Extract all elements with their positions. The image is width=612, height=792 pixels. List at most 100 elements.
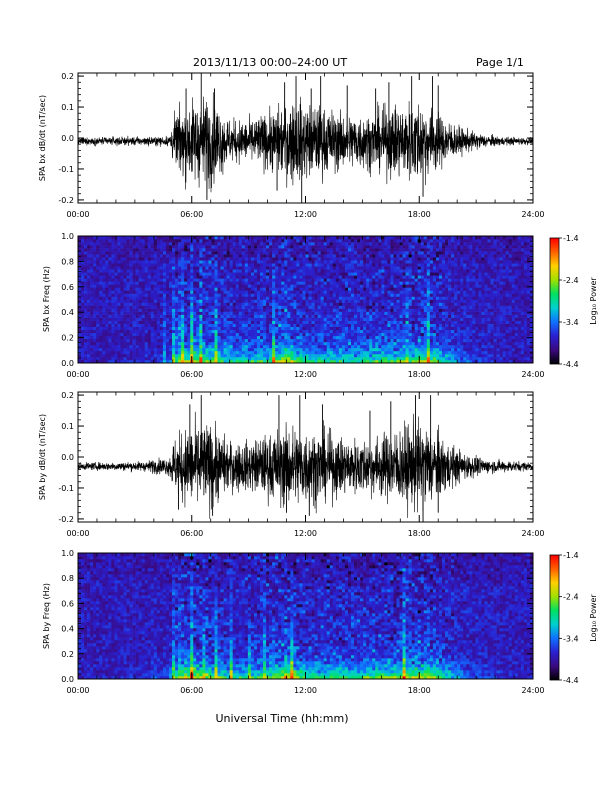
heatmap-cell [347, 356, 352, 361]
heatmap-cell [329, 314, 334, 318]
heatmap-cell [402, 275, 406, 279]
heatmap-cell [126, 323, 130, 328]
heatmap-cell [229, 269, 233, 273]
heatmap-cell [217, 305, 221, 309]
heatmap-cell [269, 251, 273, 255]
heatmap-cell [293, 302, 297, 306]
heatmap-cell [96, 332, 100, 337]
heatmap-cell [244, 317, 249, 321]
heatmap-cell [211, 350, 215, 355]
heatmap-cell [211, 242, 215, 246]
heatmap-cell [123, 239, 127, 243]
heatmap-cell [108, 257, 112, 261]
heatmap-cell [329, 308, 334, 312]
heatmap-cell [181, 266, 185, 270]
heatmap-cell [384, 284, 388, 288]
heatmap-cell [175, 293, 179, 297]
heatmap-cell [96, 347, 100, 352]
heatmap-cell [96, 302, 100, 306]
heatmap-cell [405, 266, 409, 270]
heatmap-cell [423, 305, 428, 309]
heatmap-cell [247, 311, 252, 315]
heatmap-cell [105, 242, 109, 246]
heatmap-cell [205, 248, 209, 252]
heatmap-cell [335, 254, 340, 258]
heatmap-cell [326, 293, 331, 297]
heatmap-cell [184, 263, 188, 267]
heatmap-cell [193, 329, 197, 334]
heatmap-cell [354, 239, 358, 243]
heatmap-cell [87, 290, 91, 294]
heatmap-cell [253, 248, 258, 252]
heatmap-cell [235, 356, 240, 361]
heatmap-cell [405, 293, 409, 297]
heatmap-cell [156, 281, 161, 285]
heatmap-cell [147, 272, 152, 276]
heatmap-cell [187, 287, 191, 291]
heatmap-cell [238, 302, 243, 306]
heatmap-cell [226, 353, 230, 358]
heatmap-cell [360, 248, 364, 252]
heatmap-cell [420, 332, 425, 337]
heatmap-cell [351, 257, 355, 261]
heatmap-cell [402, 305, 406, 309]
heatmap-cell [326, 284, 331, 288]
heatmap-cell [147, 305, 152, 309]
heatmap-cell [153, 296, 158, 300]
heatmap-cell [357, 305, 361, 309]
heatmap-cell [102, 314, 106, 318]
heatmap-cell [196, 299, 200, 303]
heatmap-cell [314, 335, 318, 340]
heatmap-cell [196, 356, 200, 361]
heatmap-cell [220, 320, 224, 324]
heatmap-cell [351, 278, 355, 282]
heatmap-cell [153, 254, 158, 258]
heatmap-cell [347, 275, 352, 279]
heatmap-cell [284, 344, 288, 349]
heatmap-cell [256, 290, 261, 294]
heatmap-cell [256, 323, 261, 328]
heatmap-cell [293, 284, 297, 288]
heatmap-cell [299, 257, 303, 261]
heatmap-cell [150, 254, 155, 258]
heatmap-cell [260, 308, 264, 312]
heatmap-cell [247, 293, 252, 297]
heatmap-cell [102, 311, 106, 315]
heatmap-cell [250, 308, 255, 312]
heatmap-cell [156, 347, 161, 352]
heatmap-cell [275, 260, 279, 264]
heatmap-cell [396, 314, 400, 318]
heatmap-cell [269, 239, 273, 243]
heatmap-cell [420, 353, 425, 358]
heatmap-cell [214, 263, 218, 267]
heatmap-cell [102, 248, 106, 252]
heatmap-cell [175, 296, 179, 300]
heatmap-cell [156, 278, 161, 282]
heatmap-cell [387, 281, 391, 285]
heatmap-cell [305, 278, 309, 282]
heatmap-cell [354, 332, 358, 337]
heatmap-cell [332, 356, 337, 361]
heatmap-cell [181, 308, 185, 312]
heatmap-cell [335, 242, 340, 246]
heatmap-cell [372, 320, 376, 324]
heatmap-cell [165, 299, 170, 303]
heatmap-cell [178, 260, 182, 264]
heatmap-cell [150, 236, 155, 240]
heatmap-cell [387, 314, 391, 318]
heatmap-cell [317, 245, 321, 249]
heatmap-cell [411, 311, 415, 315]
heatmap-cell [117, 332, 121, 337]
heatmap-cell [108, 353, 112, 358]
heatmap-cell [93, 296, 97, 300]
heatmap-cell [141, 269, 146, 273]
heatmap-cell [238, 350, 243, 355]
heatmap-cell [284, 263, 288, 267]
heatmap-cell [250, 245, 255, 249]
heatmap-cell [223, 353, 227, 358]
heatmap-cell [193, 239, 197, 243]
heatmap-cell [381, 236, 385, 240]
heatmap-cell [87, 287, 91, 291]
heatmap-cell [123, 335, 127, 340]
heatmap-cell [96, 308, 100, 312]
